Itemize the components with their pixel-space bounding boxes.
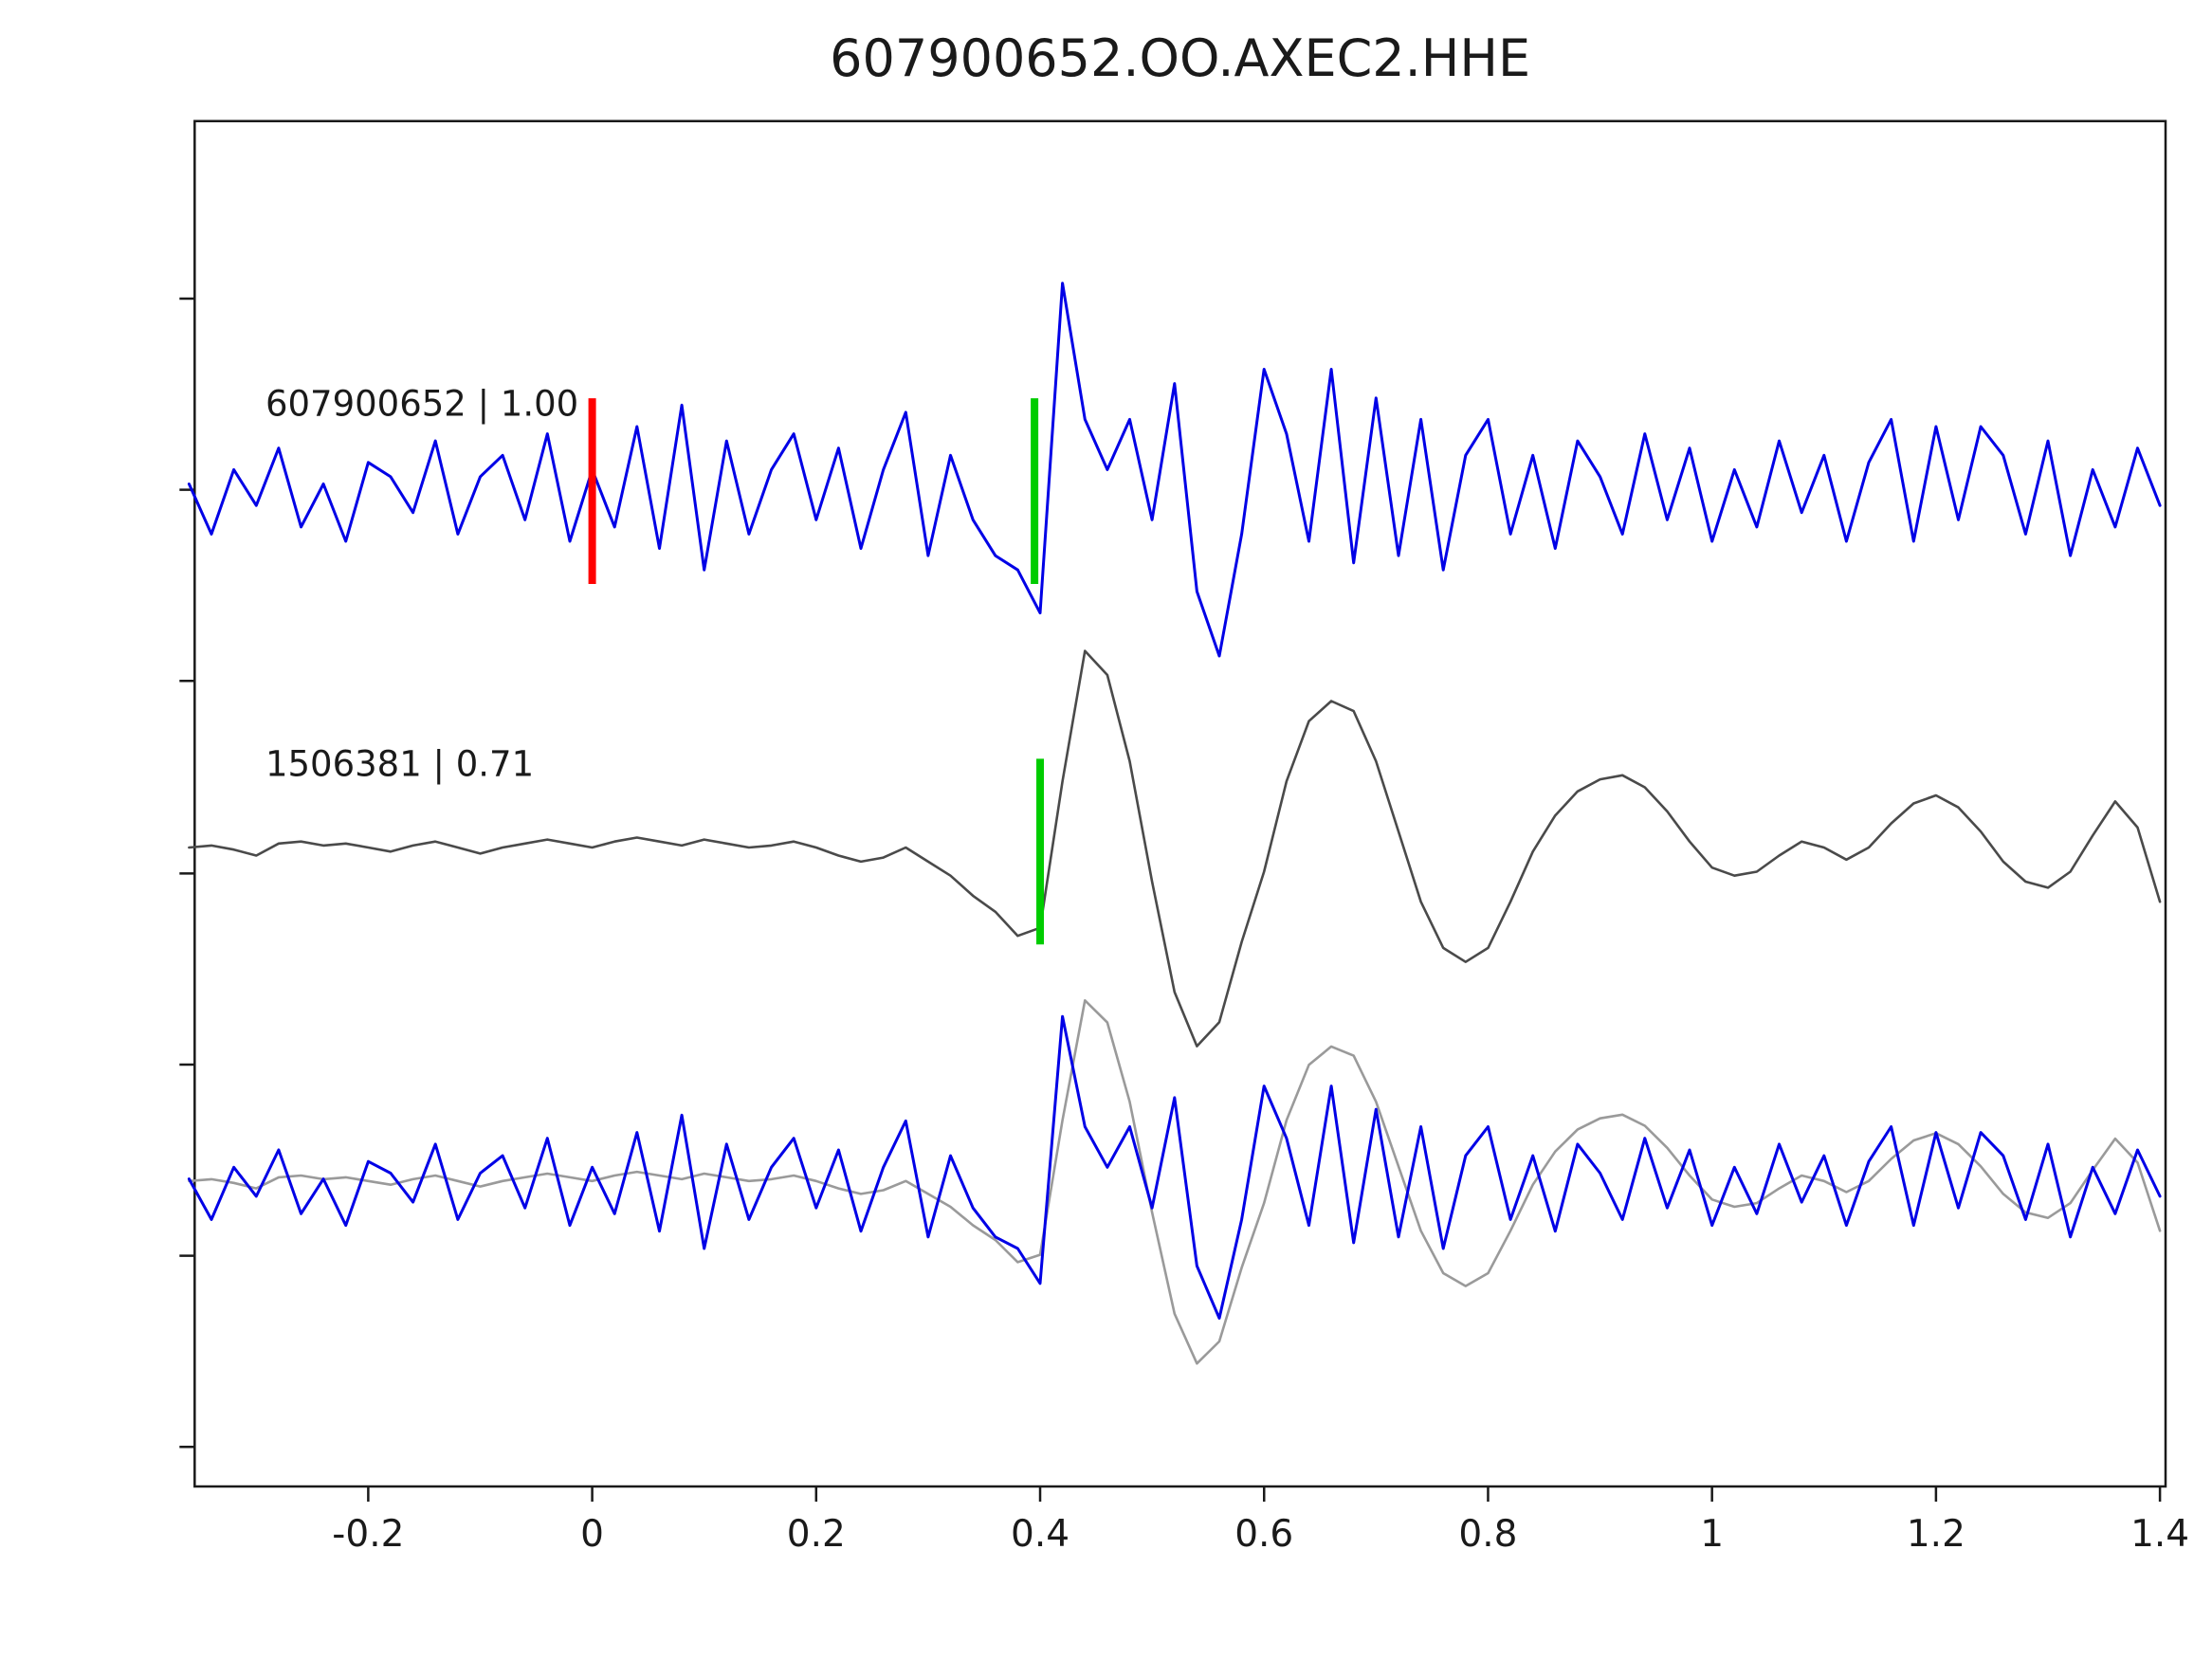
- x-tick-label: 0.6: [1234, 1513, 1294, 1556]
- x-tick-label: -0.2: [332, 1513, 405, 1556]
- trace-lines: [187, 282, 2162, 1365]
- trace-reference: [187, 282, 2162, 658]
- trace-reference: [187, 1014, 2162, 1320]
- x-tick-label: 0.2: [786, 1513, 846, 1556]
- x-tick-label: 1.2: [1906, 1513, 1965, 1556]
- x-tick-label: 0.8: [1458, 1513, 1518, 1556]
- trace-template: [188, 999, 2162, 1365]
- figure-title: 607900652.OO.AXEC2.HHE: [830, 27, 1531, 88]
- x-tick-label: 0: [580, 1513, 604, 1556]
- x-tick-label: 1: [1700, 1513, 1725, 1556]
- axes-frame: [193, 119, 2167, 1488]
- trace-template: [188, 649, 2162, 1048]
- trace-label-template: 1506381 | 0.71: [265, 743, 535, 785]
- x-tick-label: 1.4: [2130, 1513, 2190, 1556]
- axes-box: [179, 119, 2167, 1502]
- pick-markers: [588, 398, 1045, 945]
- x-tick-label: 0.4: [1011, 1513, 1070, 1556]
- trace-label-reference: 607900652 | 1.00: [265, 383, 579, 425]
